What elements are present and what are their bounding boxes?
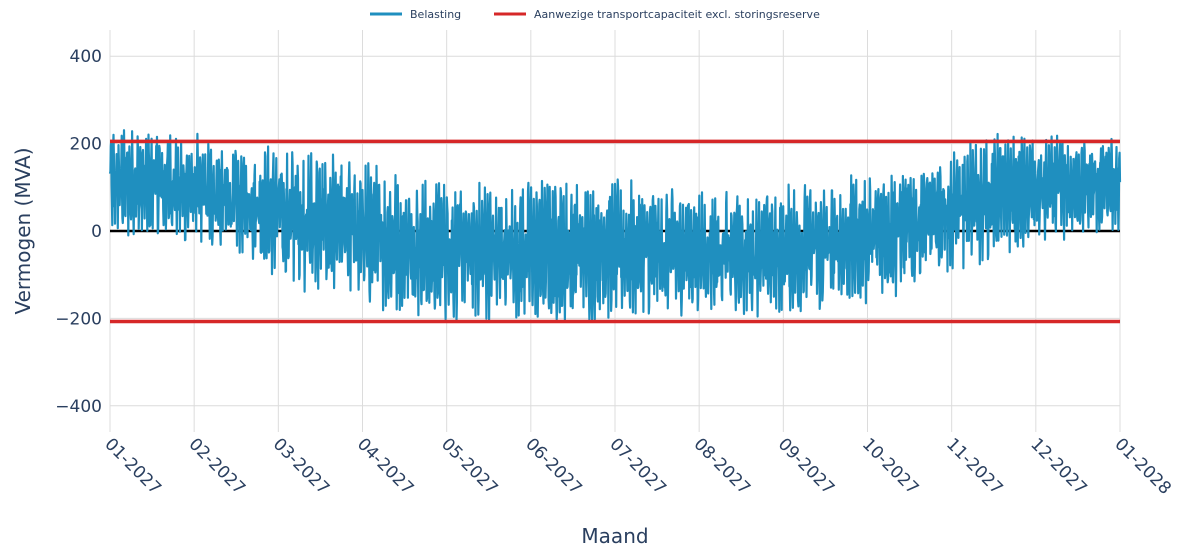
x-tick-label: 08-2027 [690, 434, 754, 498]
y-tick-label: 200 [70, 135, 102, 155]
legend-label-belasting: Belasting [410, 8, 461, 21]
y-axis-ticks: 400 200 0 −200 −400 [55, 47, 102, 417]
y-tick-label: 0 [91, 222, 102, 242]
x-axis-title: Maand [581, 524, 648, 548]
x-tick-label: 04-2027 [353, 434, 417, 498]
x-tick-label: 11-2027 [942, 434, 1006, 498]
series-capacity [110, 139, 1120, 324]
y-tick-label: −400 [55, 397, 102, 417]
x-tick-label: 01-2028 [1110, 434, 1174, 498]
legend[interactable]: Belasting Aanwezige transportcapaciteit … [370, 8, 820, 21]
x-tick-label: 02-2027 [185, 434, 249, 498]
x-tick-label: 03-2027 [269, 434, 333, 498]
x-tick-label: 12-2027 [1026, 434, 1090, 498]
y-tick-label: −200 [55, 309, 102, 329]
x-tick-label: 01-2027 [100, 434, 164, 498]
series-belasting [108, 129, 1122, 323]
y-tick-label: 400 [70, 47, 102, 67]
y-axis-title: Vermogen (MVA) [11, 147, 35, 314]
series-line-belasting [108, 129, 1122, 323]
x-tick-label: 05-2027 [437, 434, 501, 498]
x-tick-label: 09-2027 [774, 434, 838, 498]
x-tick-label: 07-2027 [605, 434, 669, 498]
x-axis-ticks: 01-2027 02-2027 03-2027 04-2027 05-2027 06-20… [100, 434, 1174, 498]
x-tick-label: 10-2027 [858, 434, 922, 498]
x-tick-label: 06-2027 [521, 434, 585, 498]
legend-label-capacity: Aanwezige transportcapaciteit excl. stor… [534, 8, 820, 21]
